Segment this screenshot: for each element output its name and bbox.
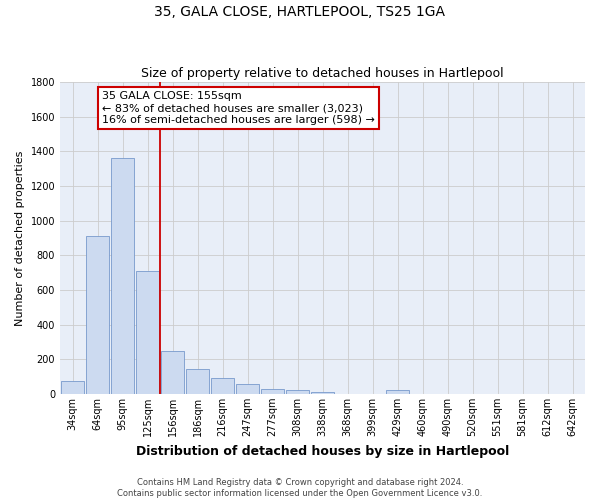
Bar [136,271,159,394]
Bar [261,388,284,394]
Bar [311,392,334,394]
Bar [186,369,209,394]
Bar [86,236,109,394]
Text: 35, GALA CLOSE, HARTLEPOOL, TS25 1GA: 35, GALA CLOSE, HARTLEPOOL, TS25 1GA [155,5,445,19]
Bar [211,378,234,394]
Bar [286,390,309,394]
Title: Size of property relative to detached houses in Hartlepool: Size of property relative to detached ho… [141,66,504,80]
Bar [111,158,134,394]
Bar [386,390,409,394]
Bar [236,384,259,394]
X-axis label: Distribution of detached houses by size in Hartlepool: Distribution of detached houses by size … [136,444,509,458]
Y-axis label: Number of detached properties: Number of detached properties [15,150,25,326]
Bar [161,350,184,394]
Text: Contains HM Land Registry data © Crown copyright and database right 2024.
Contai: Contains HM Land Registry data © Crown c… [118,478,482,498]
Bar [61,381,84,394]
Text: 35 GALA CLOSE: 155sqm
← 83% of detached houses are smaller (3,023)
16% of semi-d: 35 GALA CLOSE: 155sqm ← 83% of detached … [102,92,375,124]
